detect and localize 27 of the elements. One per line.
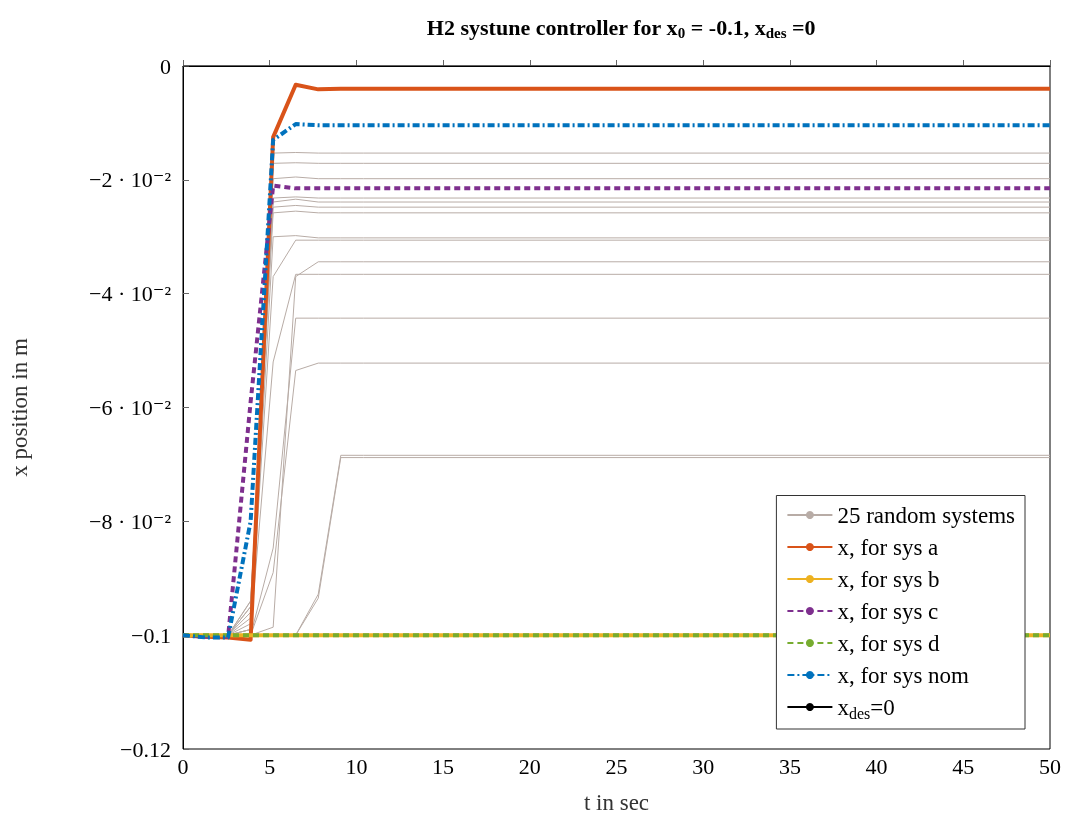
x-tick-label: 20 bbox=[518, 753, 541, 779]
chart-title: H2 systune controller for x0 = -0.1, xdes =0 bbox=[426, 15, 816, 41]
y-tick-label: 0 bbox=[160, 53, 171, 79]
y-tick-label: −8 · 10⁻² bbox=[89, 508, 172, 534]
legend-label: x, for sys d bbox=[837, 630, 941, 656]
x-tick-label: 30 bbox=[692, 753, 715, 779]
x-tick-label: 10 bbox=[345, 753, 368, 779]
y-tick-label: −4 · 10⁻² bbox=[89, 281, 172, 307]
x-tick-label: 0 bbox=[177, 753, 189, 779]
y-tick-label: −0.12 bbox=[120, 736, 171, 762]
x-axis-title: t in sec bbox=[583, 790, 650, 815]
x-tick-label: 35 bbox=[778, 753, 801, 779]
y-tick-label: −0.1 bbox=[131, 622, 171, 648]
x-tick-label: 50 bbox=[1039, 753, 1061, 779]
legend-label: x, for sys b bbox=[837, 566, 940, 592]
legend-label: x, for sys c bbox=[837, 598, 939, 624]
x-tick-label: 40 bbox=[865, 753, 888, 779]
legend-label: 25 random systems bbox=[837, 502, 1016, 528]
y-tick-label: −6 · 10⁻² bbox=[89, 395, 172, 420]
y-axis-title: x position in m bbox=[7, 338, 32, 477]
legend-label: x, for sys a bbox=[837, 534, 939, 560]
x-tick-label: 15 bbox=[432, 753, 455, 779]
x-tick-label: 45 bbox=[952, 753, 975, 779]
y-tick-label: −2 · 10⁻² bbox=[89, 167, 172, 193]
x-tick-label: 5 bbox=[264, 753, 276, 779]
legend-label: x, for sys nom bbox=[837, 662, 970, 688]
x-tick-label: 25 bbox=[605, 753, 628, 779]
